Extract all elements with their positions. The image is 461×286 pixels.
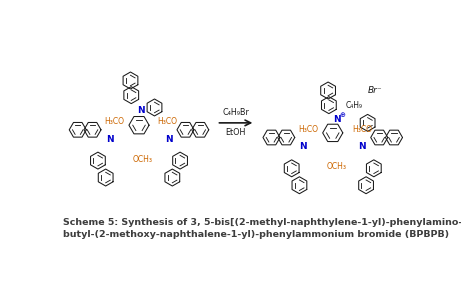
Text: C₄H₉Br: C₄H₉Br [223,108,249,117]
Text: N: N [300,142,307,151]
Text: H₃CO: H₃CO [104,117,124,126]
Text: N: N [333,114,340,124]
Text: ⊕: ⊕ [339,112,345,118]
Text: H₃CO: H₃CO [158,117,177,126]
Text: EtOH: EtOH [226,128,246,137]
Text: Scheme 5: Synthesis of 3, 5-bis[(2-methyl-naphthylene-1-yl)-phenylamino-phenyl]-: Scheme 5: Synthesis of 3, 5-bis[(2-methy… [63,218,461,227]
Text: N: N [358,142,366,151]
Text: N: N [106,134,113,144]
Text: N: N [165,134,172,144]
Text: C₄H₉: C₄H₉ [345,101,362,110]
Text: OCH₃: OCH₃ [327,162,347,171]
Text: OCH₃: OCH₃ [133,154,153,164]
Text: H₃CO: H₃CO [352,124,372,134]
Text: butyl-(2-methoxy-naphthalene-1-yl)-phenylammonium bromide (BPBPB): butyl-(2-methoxy-naphthalene-1-yl)-pheny… [63,230,449,239]
Text: N: N [137,106,144,115]
Text: H₃CO: H₃CO [298,124,318,134]
Text: Br⁻: Br⁻ [368,86,383,95]
